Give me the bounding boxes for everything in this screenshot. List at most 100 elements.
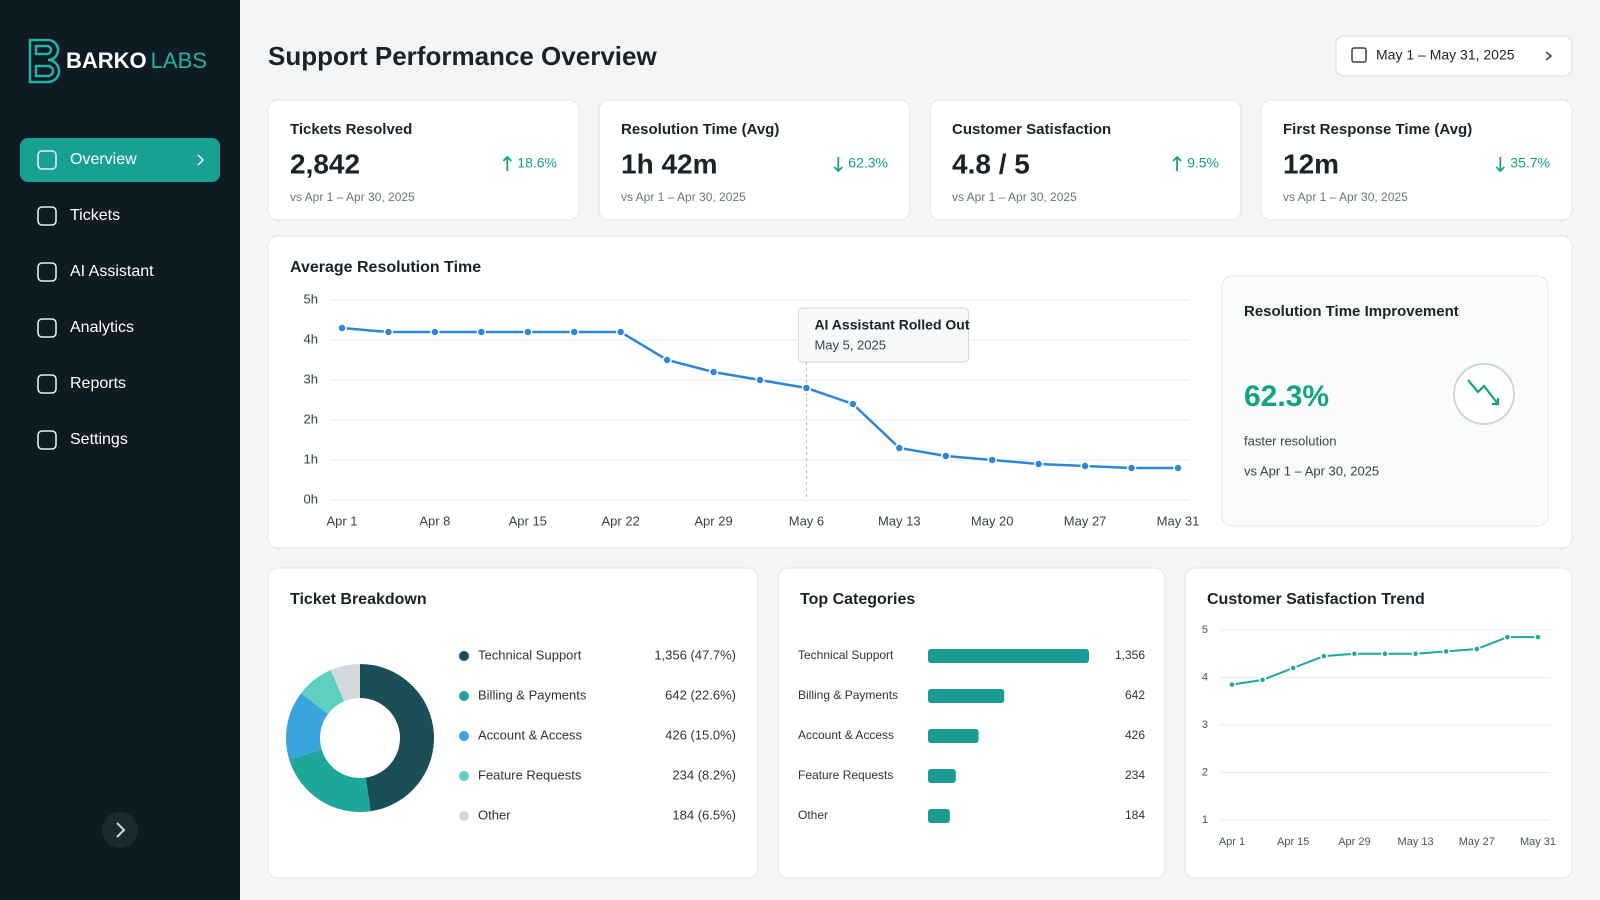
brand-suffix: LABS xyxy=(151,48,207,73)
y-tick-label: 5h xyxy=(304,291,318,306)
legend-dot xyxy=(459,811,469,821)
chart-card xyxy=(267,567,759,879)
line-point xyxy=(708,367,719,377)
kpi-title: Customer Satisfaction xyxy=(952,121,1111,138)
legend-label: Feature Requests xyxy=(478,767,582,782)
line-point xyxy=(1503,633,1512,641)
value-label: 642 xyxy=(1125,688,1145,702)
value-label: 1,356 (47.7%) xyxy=(654,647,736,662)
brand: BARKO LABS xyxy=(66,48,207,73)
kpi-value: 2,842 xyxy=(290,148,360,179)
kpi-change: 35.7% xyxy=(1510,155,1550,171)
x-tick-label: May 6 xyxy=(789,513,824,528)
line-point xyxy=(801,383,812,393)
bar-label: Other xyxy=(798,808,828,822)
kpi-change-arrow xyxy=(1172,155,1182,171)
x-tick-label: May 31 xyxy=(1157,513,1200,528)
chart-title: Top Categories xyxy=(800,591,915,608)
kpi-title: Resolution Time (Avg) xyxy=(621,121,779,138)
date-picker-icon xyxy=(1545,51,1553,61)
annotation-box xyxy=(797,307,969,363)
line-point xyxy=(1228,680,1236,689)
x-tick-label: May 27 xyxy=(1064,513,1107,528)
value-label: 642 (22.6%) xyxy=(665,687,736,702)
bar xyxy=(928,729,979,743)
nav-item[interactable]: AI Assistant xyxy=(70,263,154,280)
y-tick-label: 3 xyxy=(1202,719,1208,731)
line-point xyxy=(1442,647,1450,656)
nav-item[interactable]: Overview xyxy=(70,151,137,168)
line-point xyxy=(523,327,533,337)
kpi-change-arrow xyxy=(502,155,512,171)
collapse-icon xyxy=(116,822,126,838)
date-picker[interactable] xyxy=(1335,35,1573,77)
nav-icon xyxy=(37,206,57,226)
x-tick-label: May 13 xyxy=(878,513,921,528)
kpi-change: 18.6% xyxy=(517,155,557,171)
line-point xyxy=(1473,645,1481,653)
value-label: 234 (8.2%) xyxy=(672,767,736,782)
legend-label: Technical Support xyxy=(478,647,582,662)
kpi-card xyxy=(267,99,580,221)
nav-icon xyxy=(37,430,57,450)
nav-active-bg xyxy=(20,138,220,182)
bar xyxy=(928,809,950,823)
nav-item[interactable]: Settings xyxy=(70,431,128,448)
value-label: 1,356 xyxy=(1115,648,1145,662)
collapse-button[interactable] xyxy=(102,812,138,848)
line-point xyxy=(662,355,672,365)
line-point xyxy=(476,327,487,337)
improvement-title: Resolution Time Improvement xyxy=(1244,303,1459,320)
value-label: 426 xyxy=(1125,728,1145,742)
bar xyxy=(928,689,1005,703)
line-point xyxy=(987,455,997,465)
kpi-card xyxy=(929,99,1242,221)
legend-dot xyxy=(459,651,469,661)
chart-title: Ticket Breakdown xyxy=(290,591,427,608)
value-label: 234 xyxy=(1125,768,1145,782)
nav-icon xyxy=(37,262,57,282)
y-tick-label: 2 xyxy=(1202,766,1208,778)
y-tick-label: 1h xyxy=(304,451,318,466)
line-point xyxy=(848,399,858,409)
line-point xyxy=(430,327,440,337)
y-tick-label: 2h xyxy=(304,411,318,426)
nav-item[interactable]: Reports xyxy=(70,375,126,392)
x-tick-label: Apr 29 xyxy=(1338,836,1370,848)
x-tick-label: May 20 xyxy=(971,513,1014,528)
legend-label: Account & Access xyxy=(478,727,583,742)
improvement-value: 62.3% xyxy=(1244,380,1329,413)
bar-label: Feature Requests xyxy=(798,768,893,782)
line-point xyxy=(1258,676,1267,684)
nav-icon xyxy=(37,150,57,170)
kpi-card xyxy=(1260,99,1573,221)
improvement-icon xyxy=(1453,363,1515,425)
logo-icon xyxy=(28,38,61,84)
legend-dot xyxy=(459,771,469,781)
x-tick-label: Apr 1 xyxy=(1219,836,1245,848)
chart-title: Customer Satisfaction Trend xyxy=(1207,591,1425,608)
kpi-change-arrow xyxy=(1495,157,1505,173)
kpi-change: 62.3% xyxy=(848,155,888,171)
bar-label: Technical Support xyxy=(798,648,894,662)
legend-dot xyxy=(459,731,469,741)
donut-slice xyxy=(330,664,360,702)
x-tick-label: Apr 1 xyxy=(326,513,357,528)
nav-item[interactable]: Tickets xyxy=(70,207,120,224)
donut-slice xyxy=(289,749,371,812)
x-tick-label: Apr 22 xyxy=(602,513,640,528)
kpi-change-arrow xyxy=(833,157,843,173)
value-label: 184 (6.5%) xyxy=(672,807,736,822)
annotation-title: AI Assistant Rolled Out xyxy=(814,317,969,333)
y-tick-label: 1 xyxy=(1202,814,1208,826)
improvement-icon-trend xyxy=(1467,379,1500,406)
nav-item[interactable]: Analytics xyxy=(70,319,134,336)
line-point xyxy=(1381,650,1389,658)
line-point xyxy=(383,327,394,337)
line-point xyxy=(894,443,905,453)
improvement-caption: faster resolution xyxy=(1244,433,1337,448)
chart-card xyxy=(777,567,1166,879)
page-title: Support Performance Overview xyxy=(268,41,657,71)
